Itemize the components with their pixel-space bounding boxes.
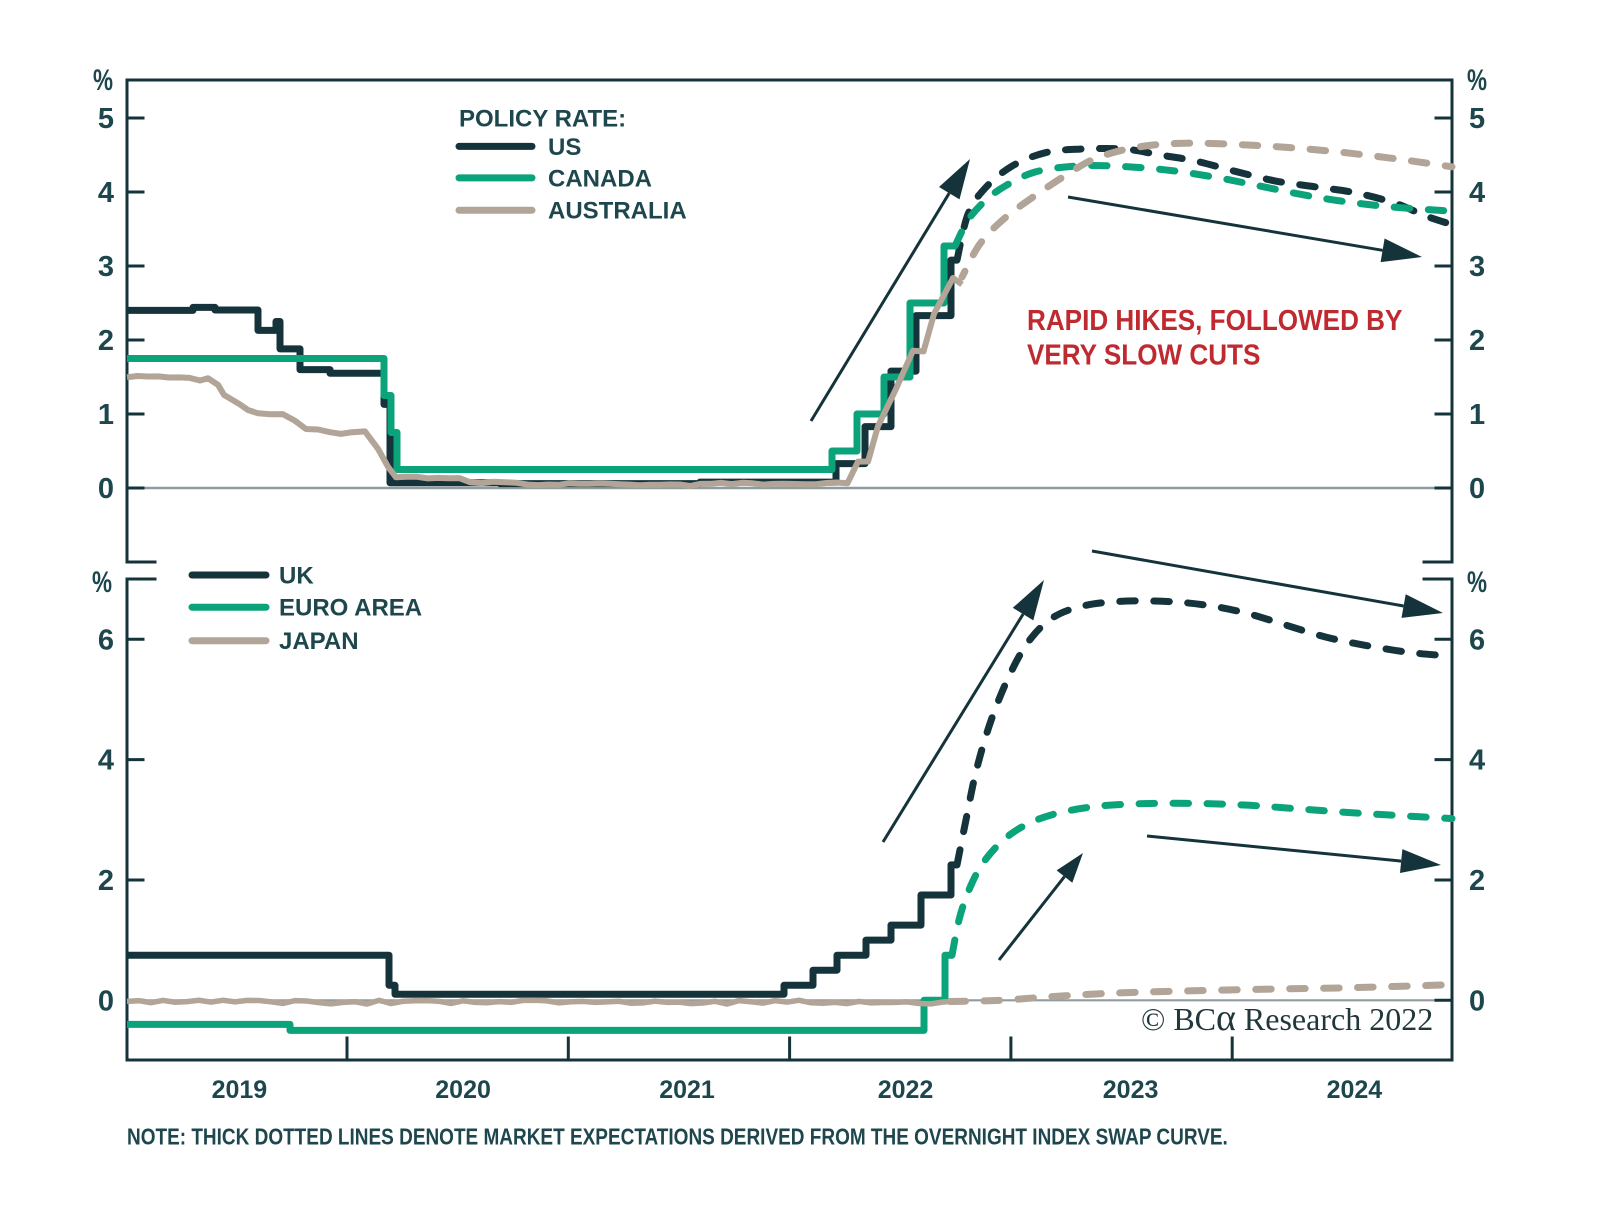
svg-text:5: 5 bbox=[98, 103, 114, 135]
svg-text:4: 4 bbox=[98, 745, 114, 777]
svg-text:3: 3 bbox=[1469, 251, 1485, 283]
svg-text:1: 1 bbox=[1469, 399, 1485, 431]
svg-text:0: 0 bbox=[1469, 473, 1485, 505]
svg-text:© BCα Research 2022: © BCα Research 2022 bbox=[1141, 997, 1433, 1039]
svg-text:%: % bbox=[1467, 566, 1487, 599]
svg-text:2: 2 bbox=[1469, 865, 1485, 897]
svg-text:1: 1 bbox=[98, 399, 114, 431]
svg-text:2023: 2023 bbox=[1103, 1076, 1159, 1104]
svg-text:0: 0 bbox=[98, 985, 114, 1017]
svg-text:AUSTRALIA: AUSTRALIA bbox=[548, 198, 687, 225]
svg-text:4: 4 bbox=[1469, 745, 1485, 777]
svg-text:%: % bbox=[92, 566, 112, 599]
svg-text:0: 0 bbox=[1469, 985, 1485, 1017]
svg-text:2020: 2020 bbox=[435, 1076, 491, 1104]
svg-text:5: 5 bbox=[1469, 103, 1485, 135]
svg-text:2021: 2021 bbox=[659, 1076, 715, 1104]
svg-text:US: US bbox=[548, 134, 581, 161]
svg-text:CANADA: CANADA bbox=[548, 166, 652, 193]
svg-text:4: 4 bbox=[98, 177, 114, 209]
svg-text:4: 4 bbox=[1469, 177, 1485, 209]
svg-text:3: 3 bbox=[98, 251, 114, 283]
svg-text:2: 2 bbox=[98, 325, 114, 357]
svg-text:2: 2 bbox=[1469, 325, 1485, 357]
svg-text:2024: 2024 bbox=[1327, 1076, 1383, 1104]
svg-text:%: % bbox=[93, 64, 113, 97]
svg-text:UK: UK bbox=[279, 563, 314, 590]
svg-text:2: 2 bbox=[98, 865, 114, 897]
svg-text:NOTE: THICK DOTTED LINES DENOT: NOTE: THICK DOTTED LINES DENOTE MARKET E… bbox=[127, 1124, 1228, 1150]
svg-text:0: 0 bbox=[98, 473, 114, 505]
svg-text:VERY SLOW CUTS: VERY SLOW CUTS bbox=[1027, 338, 1260, 371]
svg-text:JAPAN: JAPAN bbox=[279, 628, 359, 655]
svg-text:POLICY RATE:: POLICY RATE: bbox=[459, 106, 626, 133]
svg-text:%: % bbox=[1467, 64, 1487, 97]
svg-text:2019: 2019 bbox=[212, 1076, 268, 1104]
svg-text:2022: 2022 bbox=[878, 1076, 934, 1104]
svg-text:RAPID HIKES, FOLLOWED BY: RAPID HIKES, FOLLOWED BY bbox=[1027, 304, 1402, 337]
svg-text:6: 6 bbox=[1469, 624, 1485, 656]
svg-text:EURO AREA: EURO AREA bbox=[279, 595, 422, 622]
svg-text:6: 6 bbox=[98, 624, 114, 656]
